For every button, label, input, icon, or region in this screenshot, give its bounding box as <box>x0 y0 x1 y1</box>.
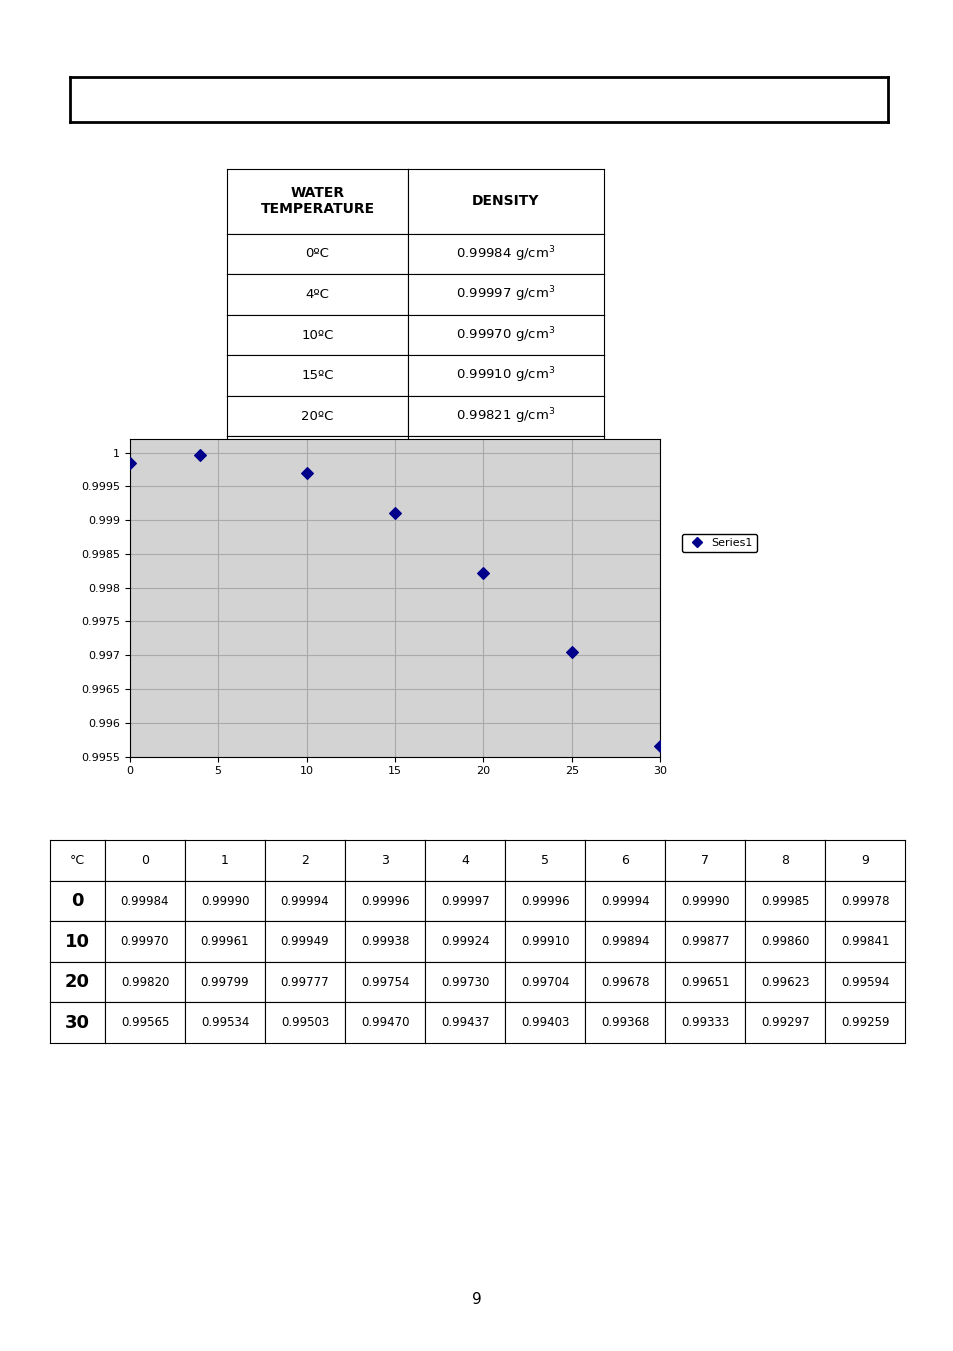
Text: 0.99985: 0.99985 <box>760 894 809 908</box>
Text: 0.99651: 0.99651 <box>680 975 729 989</box>
Point <box>193 443 208 465</box>
Point <box>122 453 137 474</box>
Text: 0.99938: 0.99938 <box>360 935 409 948</box>
Text: 0: 0 <box>71 892 84 911</box>
Text: 6: 6 <box>620 854 628 867</box>
Text: 0.99368: 0.99368 <box>600 1016 649 1029</box>
Text: 0: 0 <box>141 854 149 867</box>
Text: WATER
TEMPERATURE: WATER TEMPERATURE <box>260 186 375 216</box>
Text: 7: 7 <box>700 854 708 867</box>
Text: 0.99990: 0.99990 <box>200 894 249 908</box>
Text: 20ºC: 20ºC <box>301 409 334 423</box>
Text: 0.99705 g/cm$^3$: 0.99705 g/cm$^3$ <box>456 447 555 466</box>
Text: 0.99470: 0.99470 <box>360 1016 409 1029</box>
Text: 0.99704: 0.99704 <box>520 975 569 989</box>
Text: 0.99297: 0.99297 <box>760 1016 809 1029</box>
Text: 1: 1 <box>221 854 229 867</box>
Text: 0.99623: 0.99623 <box>760 975 809 989</box>
Text: 0.99984: 0.99984 <box>121 894 169 908</box>
Text: 0.99910: 0.99910 <box>520 935 569 948</box>
Text: 10ºC: 10ºC <box>301 328 334 342</box>
Text: 9: 9 <box>472 1292 481 1308</box>
Text: 0.99503: 0.99503 <box>280 1016 329 1029</box>
Text: 2: 2 <box>301 854 309 867</box>
Text: 0.99860: 0.99860 <box>760 935 809 948</box>
Text: 15ºC: 15ºC <box>301 369 334 382</box>
Text: 0.99403: 0.99403 <box>520 1016 569 1029</box>
Text: 0.99754: 0.99754 <box>360 975 409 989</box>
Text: 0.99437: 0.99437 <box>440 1016 489 1029</box>
Text: 4ºC: 4ºC <box>305 288 329 301</box>
Point <box>652 736 667 758</box>
Text: 25ºC: 25ºC <box>301 450 334 463</box>
Text: 0.99841: 0.99841 <box>841 935 888 948</box>
Text: 30ºC: 30ºC <box>301 490 334 504</box>
Point <box>476 563 491 585</box>
Text: 0.99970: 0.99970 <box>121 935 169 948</box>
Text: 30: 30 <box>65 1013 90 1032</box>
Text: 20: 20 <box>65 973 90 992</box>
Text: 0.99996: 0.99996 <box>520 894 569 908</box>
Text: 0.99777: 0.99777 <box>280 975 329 989</box>
Text: 3: 3 <box>381 854 389 867</box>
Legend: Series1: Series1 <box>681 534 757 553</box>
Text: 0.99565: 0.99565 <box>121 1016 169 1029</box>
Point <box>387 503 402 524</box>
Text: 10: 10 <box>65 932 90 951</box>
Text: 0.99799: 0.99799 <box>200 975 249 989</box>
Text: 0.99821 g/cm$^3$: 0.99821 g/cm$^3$ <box>456 407 555 426</box>
Point <box>298 462 314 484</box>
Text: 0.99970 g/cm$^3$: 0.99970 g/cm$^3$ <box>456 326 555 345</box>
Text: 0.99565 g/cm$^3$: 0.99565 g/cm$^3$ <box>456 488 555 507</box>
Text: 0ºC: 0ºC <box>305 247 329 261</box>
Text: 0.99997 g/cm$^3$: 0.99997 g/cm$^3$ <box>456 285 555 304</box>
Text: 9: 9 <box>861 854 868 867</box>
Text: 0.99877: 0.99877 <box>680 935 729 948</box>
Text: 0.99333: 0.99333 <box>680 1016 729 1029</box>
Text: 0.99961: 0.99961 <box>200 935 249 948</box>
Text: 0.99820: 0.99820 <box>121 975 169 989</box>
Text: 0.99990: 0.99990 <box>680 894 729 908</box>
Text: 0.99984 g/cm$^3$: 0.99984 g/cm$^3$ <box>456 245 555 263</box>
Text: DENSITY: DENSITY <box>472 195 539 208</box>
Text: 0.99259: 0.99259 <box>841 1016 888 1029</box>
Text: 0.99594: 0.99594 <box>841 975 888 989</box>
Text: 0.99997: 0.99997 <box>440 894 489 908</box>
Text: 0.99534: 0.99534 <box>200 1016 249 1029</box>
Text: 5: 5 <box>540 854 549 867</box>
Point <box>563 642 578 663</box>
Text: 0.99924: 0.99924 <box>440 935 489 948</box>
Text: 0.99996: 0.99996 <box>360 894 409 908</box>
Text: 0.99678: 0.99678 <box>600 975 649 989</box>
Text: 0.99978: 0.99978 <box>841 894 888 908</box>
Text: 0.99994: 0.99994 <box>280 894 329 908</box>
Text: 0.99910 g/cm$^3$: 0.99910 g/cm$^3$ <box>456 366 555 385</box>
Text: 0.99994: 0.99994 <box>600 894 649 908</box>
Text: 0.99949: 0.99949 <box>280 935 329 948</box>
Text: 0.99730: 0.99730 <box>440 975 489 989</box>
Text: °C: °C <box>70 854 85 867</box>
Text: 0.99894: 0.99894 <box>600 935 649 948</box>
Text: 4: 4 <box>460 854 469 867</box>
Text: 8: 8 <box>781 854 788 867</box>
